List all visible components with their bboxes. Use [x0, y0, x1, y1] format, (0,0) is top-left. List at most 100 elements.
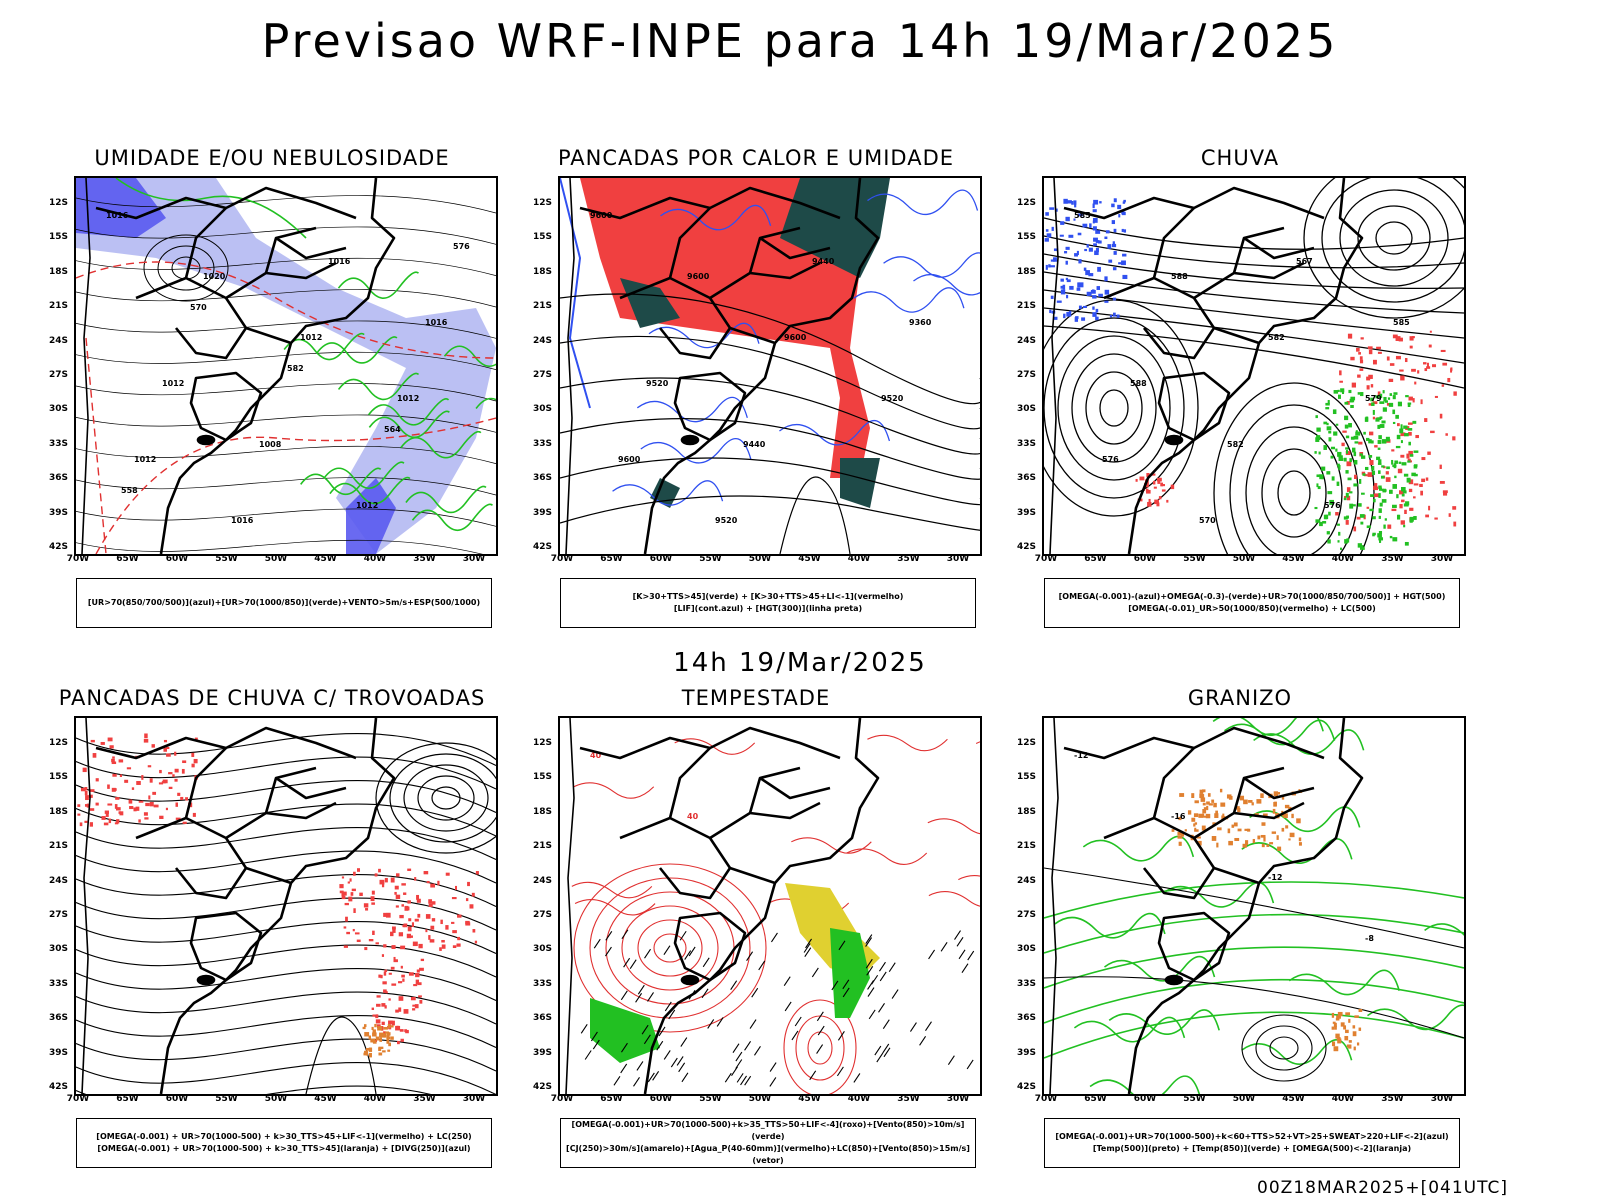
humidity-blue-area [76, 178, 396, 554]
lon-tick-label: 65W [116, 1094, 139, 1104]
lat-tick-label: 42S [48, 1082, 68, 1092]
lon-tick-label: 40W [1331, 554, 1355, 564]
contour-label: -12 [1074, 751, 1088, 760]
contour-label: -16 [1171, 812, 1186, 821]
contour-label: 40 [590, 751, 602, 760]
lon-tick-label: 55W [699, 1094, 722, 1104]
lat-tick-label: 30S [48, 944, 68, 955]
border-chile [81, 718, 91, 1094]
contour-label: 588 [1171, 272, 1188, 281]
humidity-light-area [76, 178, 496, 554]
lat-tick-label: 33S [532, 438, 552, 449]
lat-tick-label: 27S [48, 370, 68, 380]
lat-tick-label: 18S [532, 806, 552, 817]
lon-tick-label: 35W [413, 1094, 436, 1104]
main-title: Previsao WRF-INPE para 14h 19/Mar/2025 [261, 14, 1339, 68]
lon-tick-label: 50W [1232, 554, 1256, 564]
lat-tick-label: 12S [48, 198, 68, 208]
contour-rings [143, 234, 229, 302]
contour-label: 9600 [784, 333, 807, 342]
lat-tick-label: 21S [1016, 841, 1036, 852]
lon-tick-label: 65W [1084, 1094, 1107, 1104]
border-uruguay [673, 911, 747, 982]
lon-tick-label: 40W [847, 1094, 871, 1104]
lat-tick-label: 42S [1016, 542, 1036, 552]
contour-label: 40 [687, 812, 699, 821]
legend-box: [OMEGA(-0.001) + UR>70(1000-500) + k>30_… [76, 1118, 492, 1168]
lat-tick-label: 36S [1016, 1013, 1036, 1024]
lon-tick-label: 60W [1133, 1094, 1157, 1104]
contour-label: 576 [1324, 501, 1341, 510]
lat-tick-label: 12S [1016, 198, 1036, 208]
green-humidity-contours [283, 271, 496, 532]
lon-tick-label: 65W [600, 1094, 623, 1104]
panel-title: CHUVA [1200, 146, 1280, 170]
coastline [643, 178, 880, 554]
red-thunderstorm-dots-coast [339, 868, 479, 951]
lon-tick-label: 35W [1381, 1094, 1404, 1104]
legend-line: [Temp(500)](preto) + [Temp(850)](verde) … [1092, 1144, 1412, 1153]
contour-label: 585 [1074, 211, 1091, 220]
lat-tick-label: 33S [48, 438, 68, 449]
lon-tick-label: 65W [116, 554, 139, 564]
lat-tick-label: 21S [532, 841, 552, 852]
contour-label: 1012 [356, 501, 378, 510]
contour-label: 582 [1227, 440, 1244, 449]
lat-tick-label: 27S [532, 910, 552, 920]
lon-tick-label: 45W [1282, 1094, 1305, 1104]
lon-tick-label: 60W [165, 1094, 189, 1104]
lat-tick-label: 33S [1016, 438, 1036, 449]
lat-tick-label: 21S [48, 841, 68, 852]
lagoa [1164, 434, 1184, 446]
contour-label: 585 [1393, 318, 1410, 327]
lon-tick-label: 55W [215, 554, 238, 564]
border-chile [565, 178, 575, 554]
lat-tick-label: 30S [48, 404, 68, 415]
red-omega-dots [1335, 330, 1457, 532]
orange-omega-dots [1171, 788, 1303, 851]
contour-label: 579 [1365, 394, 1382, 403]
contour-label: 9600 [618, 455, 641, 464]
border-north [579, 726, 841, 760]
coastline-borders [1049, 718, 1364, 1094]
lat-tick-label: 39S [48, 1047, 68, 1058]
contour-label: 9440 [743, 440, 766, 449]
contour-rings [375, 742, 496, 854]
contour-label: 1012 [397, 394, 419, 403]
green-omega-dots [1314, 388, 1419, 550]
contour-label: 1016 [106, 211, 129, 220]
lon-tick-label: 60W [649, 554, 673, 564]
lon-tick-label: 65W [600, 554, 623, 564]
lon-tick-label: 55W [215, 1094, 238, 1104]
legend-line: [OMEGA(-0.001)+UR>70(1000-500)+k<60+TTS>… [1055, 1132, 1449, 1141]
lat-tick-label: 27S [532, 370, 552, 380]
lon-tick-label: 50W [264, 1094, 288, 1104]
border-uruguay [1157, 911, 1231, 982]
lat-tick-label: 30S [1016, 404, 1036, 415]
lat-tick-label: 15S [1016, 232, 1036, 243]
coastline-borders [565, 718, 880, 1094]
contour-labels: 40 40 [590, 751, 699, 821]
hgt500-contours [1044, 178, 1464, 554]
contour-label: 1020 [203, 272, 226, 281]
map-svg [76, 718, 496, 1094]
coastline-borders [81, 178, 396, 554]
legend-line: [OMEGA(-0.001)+UR>70(1000-500)+k>35_TTS>… [571, 1120, 965, 1141]
lat-tick-label: 24S [1016, 335, 1036, 346]
lat-tick-label: 24S [48, 335, 68, 346]
coastline [1127, 178, 1364, 554]
legend-line: [OMEGA(-0.001) + UR>70(1000-500) + k>30_… [97, 1144, 471, 1153]
panel-title: TEMPESTADE [681, 686, 831, 710]
lat-tick-label: 39S [532, 1047, 552, 1058]
lagoa [1164, 974, 1184, 986]
lat-tick-label: 15S [532, 772, 552, 783]
border-uruguay [1157, 371, 1231, 442]
panel-title: PANCADAS DE CHUVA C/ TROVOADAS [58, 686, 486, 710]
lon-tick-label: 70W [66, 1094, 90, 1104]
lon-tick-label: 65W [1084, 554, 1107, 564]
lat-tick-label: 30S [532, 944, 552, 955]
contour-label: 576 [1102, 455, 1119, 464]
map-frame: 1016 1020 1012 1012 1012 1016 1016 1016 1012 1008… [74, 176, 498, 556]
lif-blue-contours [612, 189, 980, 506]
lat-tick-label: 30S [532, 404, 552, 415]
